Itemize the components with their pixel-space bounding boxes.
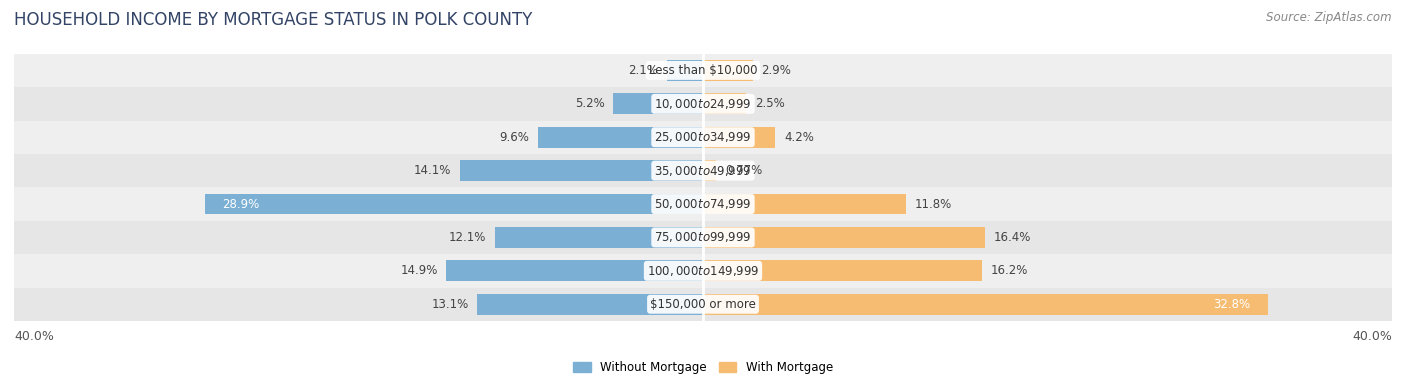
Text: 5.2%: 5.2% [575,97,605,110]
Text: $25,000 to $34,999: $25,000 to $34,999 [654,130,752,144]
Text: 32.8%: 32.8% [1213,298,1251,311]
Bar [460,160,703,181]
Bar [703,60,754,81]
Text: 12.1%: 12.1% [449,231,486,244]
Text: 0.77%: 0.77% [725,164,762,177]
Bar [14,221,1392,254]
Bar [703,93,747,114]
Bar [666,60,703,81]
Text: 16.4%: 16.4% [994,231,1032,244]
Text: 13.1%: 13.1% [432,298,468,311]
Text: 4.2%: 4.2% [785,131,814,144]
Text: 40.0%: 40.0% [14,330,53,343]
Text: Less than $10,000: Less than $10,000 [648,64,758,77]
Text: HOUSEHOLD INCOME BY MORTGAGE STATUS IN POLK COUNTY: HOUSEHOLD INCOME BY MORTGAGE STATUS IN P… [14,11,533,29]
Text: 2.1%: 2.1% [628,64,658,77]
Text: 9.6%: 9.6% [499,131,529,144]
Bar [537,127,703,147]
Legend: Without Mortgage, With Mortgage: Without Mortgage, With Mortgage [568,356,838,378]
Text: 11.8%: 11.8% [915,198,952,211]
Bar [703,127,775,147]
Bar [478,294,703,314]
Bar [14,87,1392,121]
Bar [446,260,703,281]
Text: 40.0%: 40.0% [1353,330,1392,343]
Text: $10,000 to $24,999: $10,000 to $24,999 [654,97,752,111]
Text: 16.2%: 16.2% [991,264,1028,277]
Bar [703,260,981,281]
Bar [14,154,1392,187]
Text: 2.5%: 2.5% [755,97,785,110]
Bar [14,54,1392,87]
Bar [14,121,1392,154]
Bar [14,254,1392,288]
Text: $35,000 to $49,999: $35,000 to $49,999 [654,164,752,178]
Text: 2.9%: 2.9% [762,64,792,77]
Bar [703,194,907,214]
Bar [613,93,703,114]
Text: $50,000 to $74,999: $50,000 to $74,999 [654,197,752,211]
Bar [703,160,716,181]
Text: 28.9%: 28.9% [222,198,260,211]
Text: Source: ZipAtlas.com: Source: ZipAtlas.com [1267,11,1392,24]
Bar [495,227,703,248]
Text: $100,000 to $149,999: $100,000 to $149,999 [647,264,759,278]
Text: 14.1%: 14.1% [415,164,451,177]
Bar [14,187,1392,221]
Bar [14,288,1392,321]
Text: 14.9%: 14.9% [401,264,437,277]
Text: $150,000 or more: $150,000 or more [650,298,756,311]
Bar [703,294,1268,314]
Bar [703,227,986,248]
Text: $75,000 to $99,999: $75,000 to $99,999 [654,231,752,245]
Bar [205,194,703,214]
